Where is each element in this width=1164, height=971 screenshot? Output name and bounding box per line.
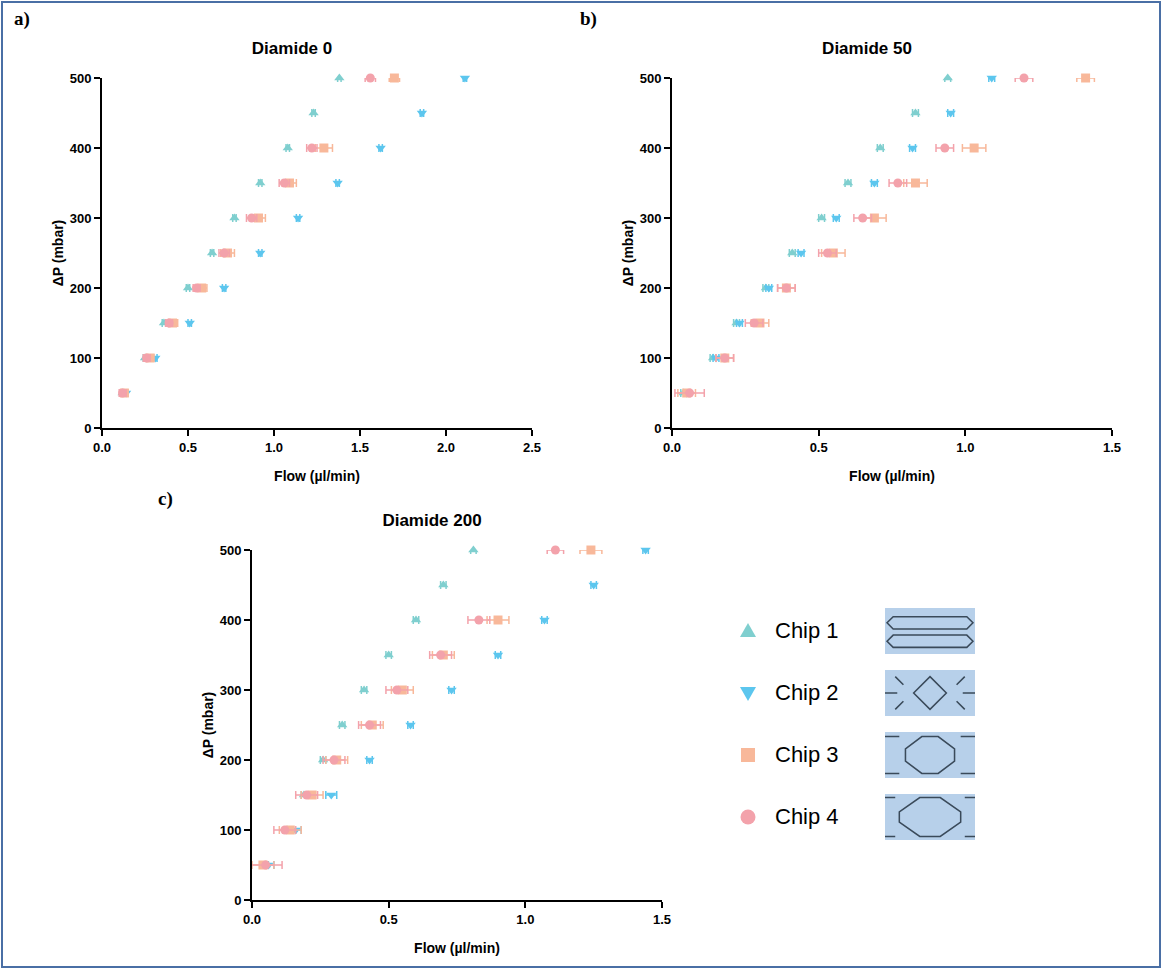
svg-text:Diamide 50: Diamide 50 (822, 39, 912, 58)
svg-text:Flow (µl/min): Flow (µl/min) (274, 468, 360, 484)
svg-text:1.5: 1.5 (653, 912, 671, 927)
svg-text:500: 500 (220, 543, 242, 558)
svg-text:1.0: 1.0 (265, 440, 283, 455)
svg-text:Flow (µl/min): Flow (µl/min) (414, 940, 500, 956)
svg-text:ΔP (mbar): ΔP (mbar) (50, 220, 66, 287)
svg-text:1.5: 1.5 (351, 440, 369, 455)
svg-text:1.5: 1.5 (1103, 440, 1121, 455)
svg-text:0: 0 (84, 421, 91, 436)
svg-text:200: 200 (70, 281, 92, 296)
svg-text:100: 100 (640, 351, 662, 366)
svg-text:0.5: 0.5 (380, 912, 398, 927)
svg-text:0.0: 0.0 (243, 912, 261, 927)
svg-text:300: 300 (220, 683, 242, 698)
html-text:c): c) (158, 488, 173, 509)
svg-text:400: 400 (220, 613, 242, 628)
html-text:Chip 2: Chip 2 (775, 680, 839, 705)
svg-text:ΔP (mbar): ΔP (mbar) (200, 692, 216, 759)
html-text:Chip 1: Chip 1 (775, 618, 839, 643)
svg-text:0.0: 0.0 (663, 440, 681, 455)
svg-text:400: 400 (70, 141, 92, 156)
svg-text:200: 200 (220, 753, 242, 768)
svg-text:400: 400 (640, 141, 662, 156)
svg-text:300: 300 (70, 211, 92, 226)
html-text:a): a) (14, 8, 30, 29)
svg-text:0: 0 (654, 421, 661, 436)
svg-text:1.0: 1.0 (956, 440, 974, 455)
svg-text:Diamide 200: Diamide 200 (382, 511, 481, 530)
svg-text:1.0: 1.0 (516, 912, 534, 927)
svg-text:500: 500 (640, 71, 662, 86)
svg-text:2.0: 2.0 (437, 440, 455, 455)
svg-text:0: 0 (234, 893, 241, 908)
svg-text:0.5: 0.5 (810, 440, 828, 455)
svg-text:Flow (µl/min): Flow (µl/min) (849, 468, 935, 484)
html-text:Chip 3: Chip 3 (775, 742, 839, 767)
svg-text:ΔP (mbar): ΔP (mbar) (620, 220, 636, 287)
html-text:b): b) (580, 8, 597, 29)
svg-text:0.5: 0.5 (179, 440, 197, 455)
svg-text:200: 200 (640, 281, 662, 296)
svg-text:Diamide 0: Diamide 0 (252, 39, 332, 58)
svg-text:500: 500 (70, 71, 92, 86)
svg-text:100: 100 (70, 351, 92, 366)
svg-text:2.5: 2.5 (523, 440, 541, 455)
svg-text:100: 100 (220, 823, 242, 838)
svg-text:0.0: 0.0 (93, 440, 111, 455)
svg-text:300: 300 (640, 211, 662, 226)
html-text:Chip 4: Chip 4 (775, 804, 839, 829)
